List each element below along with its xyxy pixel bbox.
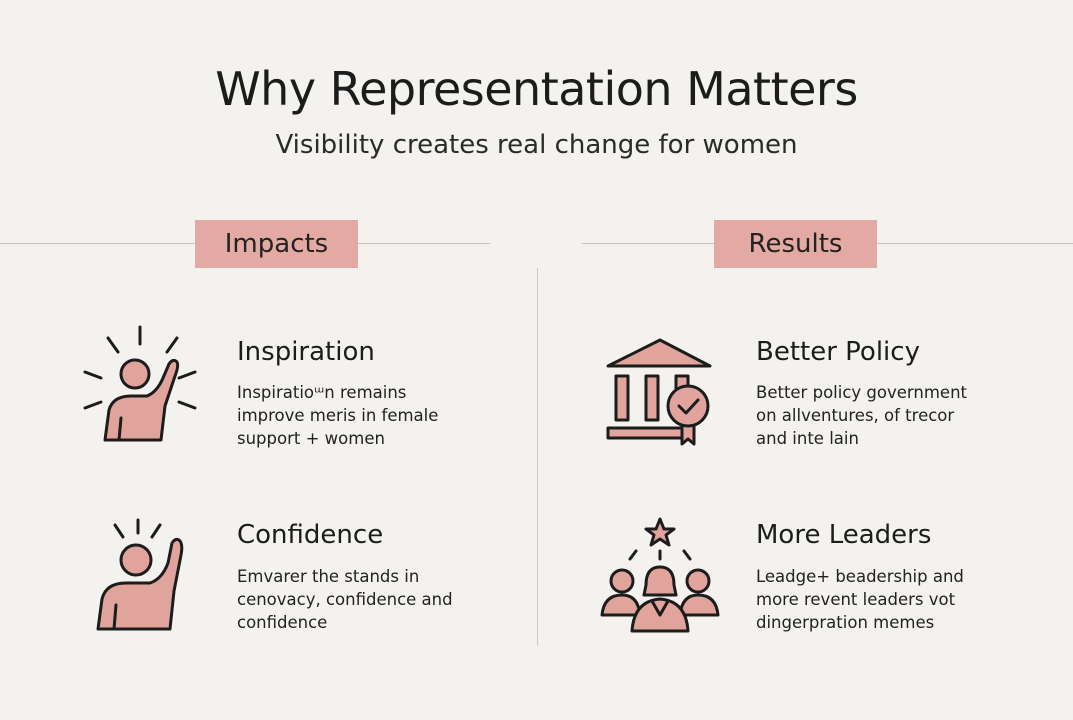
item-title-better-policy: Better Policy <box>756 337 920 367</box>
item-desc-better-policy: Better policy government on allventures,… <box>756 381 967 450</box>
raised-hand-person-icon <box>96 518 184 631</box>
item-title-confidence: Confidence <box>237 520 384 550</box>
government-building-badge-icon <box>606 338 712 446</box>
desc-line: improve meris in female <box>237 406 439 425</box>
desc-line: more revent leaders vot <box>756 590 956 609</box>
desc-line: confidence <box>237 613 328 632</box>
desc-line: Inspiratioᵚn remains <box>237 383 407 402</box>
desc-line: and inte lain <box>756 429 859 448</box>
desc-line: dingerpration memes <box>756 613 935 632</box>
item-desc-inspiration: Inspiratioᵚn remains improve meris in fe… <box>237 381 438 450</box>
section-badge-results: Results <box>714 220 877 268</box>
column-divider <box>537 268 538 646</box>
item-desc-confidence: Emvarer the stands in cenovacy, confiden… <box>237 565 453 634</box>
desc-line: support + women <box>237 429 385 448</box>
item-title-inspiration: Inspiration <box>237 337 375 367</box>
raised-hand-person-icon <box>83 325 197 442</box>
desc-line: on allventures, of trecor <box>756 406 955 425</box>
desc-line: Leadge+ beadership and <box>756 567 964 586</box>
leaders-group-star-icon <box>600 517 720 633</box>
item-desc-more-leaders: Leadge+ beadership and more revent leade… <box>756 565 964 634</box>
desc-line: Emvarer the stands in <box>237 567 420 586</box>
desc-line: Better policy government <box>756 383 967 402</box>
page-title: Why Representation Matters <box>215 62 858 116</box>
desc-line: cenovacy, confidence and <box>237 590 453 609</box>
page-subtitle: Visibility creates real change for women <box>275 130 798 160</box>
section-badge-impacts: Impacts <box>195 220 358 268</box>
item-title-more-leaders: More Leaders <box>756 520 932 550</box>
